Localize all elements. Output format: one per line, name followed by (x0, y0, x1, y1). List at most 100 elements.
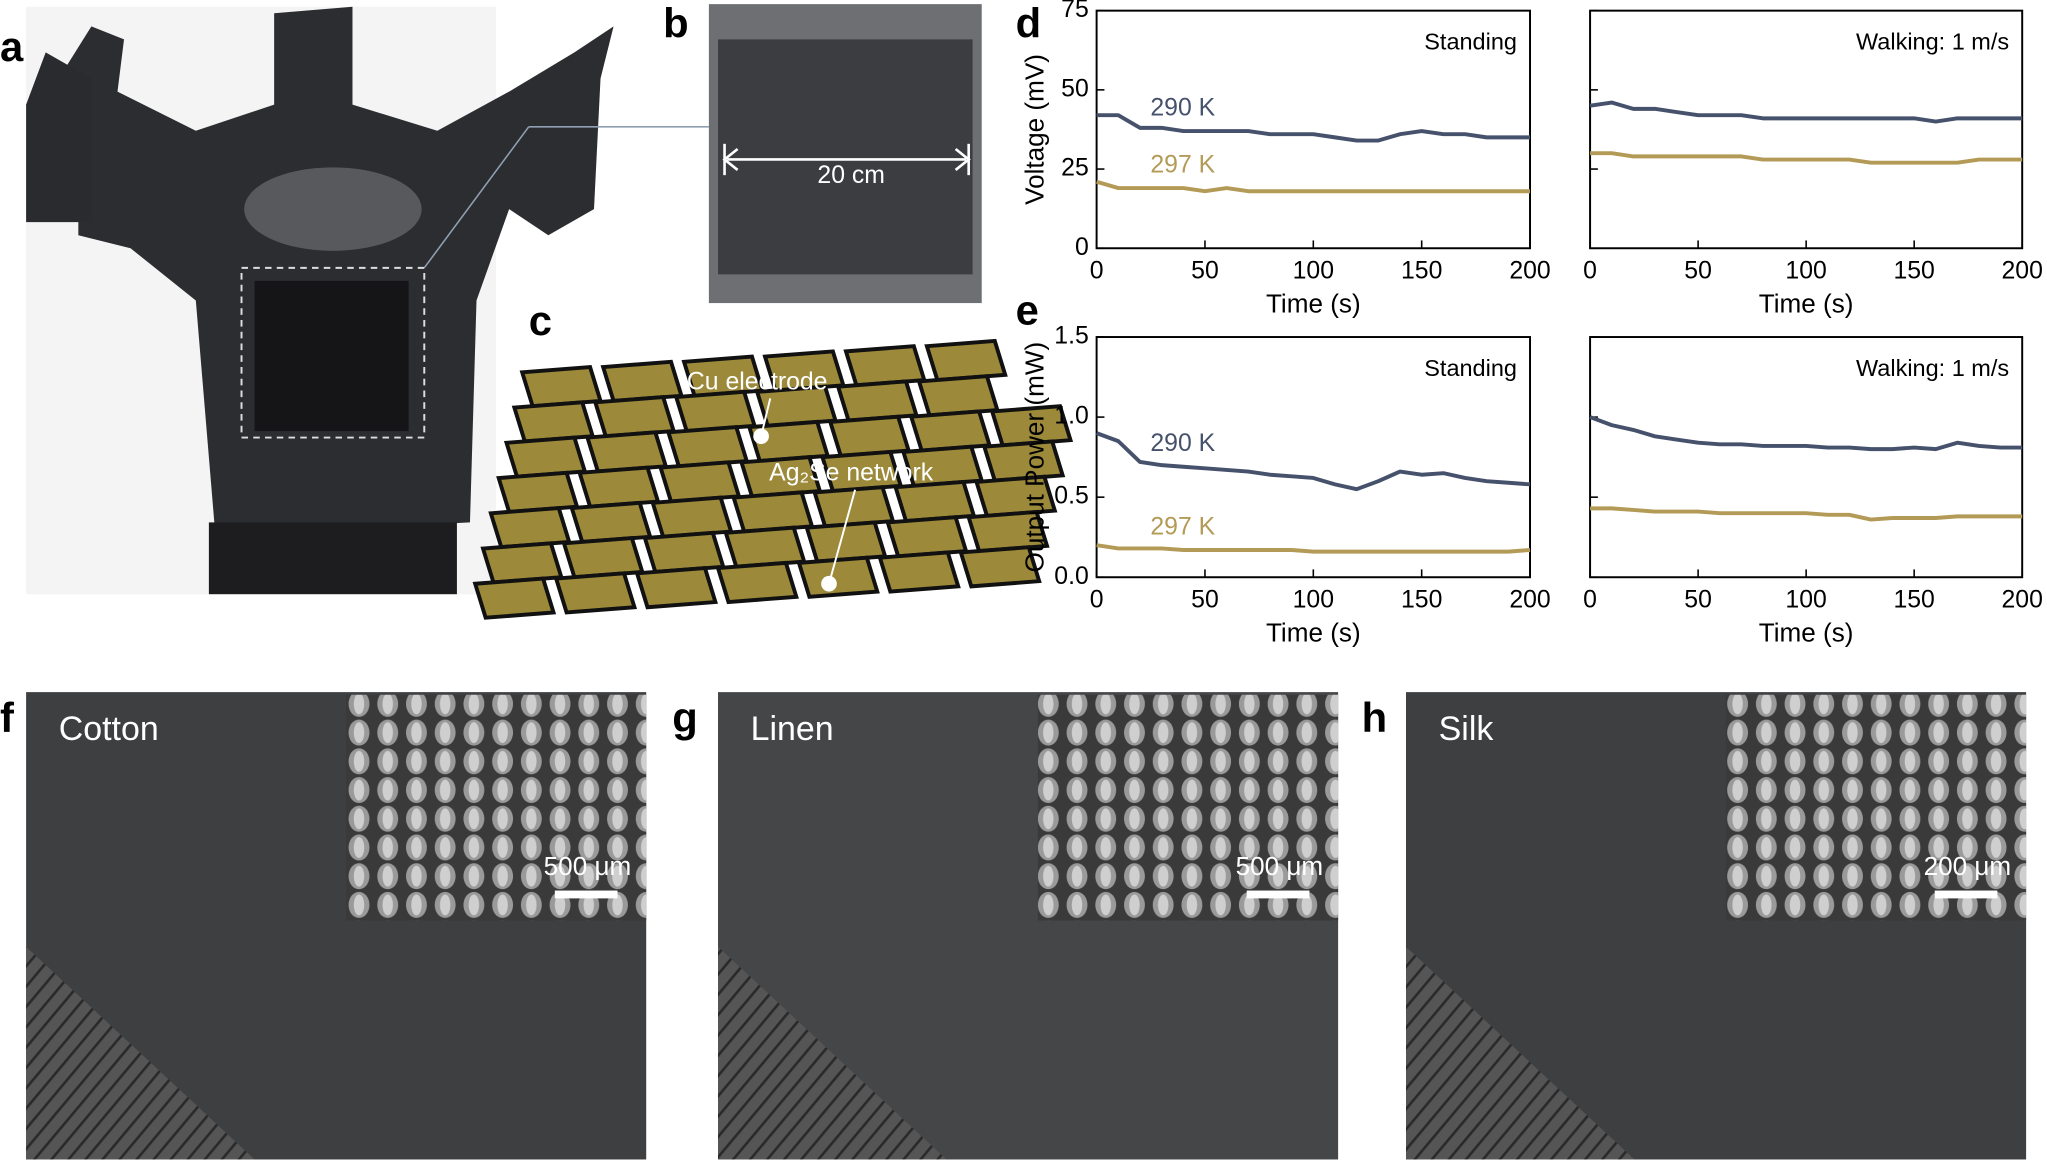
scale-bar-label: 500 μm (544, 851, 632, 881)
series-label: 290 K (1150, 430, 1215, 457)
panel-label: f (0, 694, 14, 741)
tile (723, 525, 807, 569)
panel-label: g (672, 694, 698, 741)
dimension-label: 20 cm (817, 162, 885, 189)
x-tick-label: 150 (1893, 586, 1934, 613)
tile (503, 435, 588, 479)
diagram-label: Ag₂Se network (769, 460, 934, 487)
series-line (1590, 506, 2023, 522)
tile (877, 550, 961, 594)
tile (843, 344, 927, 388)
x-axis-label: Time (s) (1266, 618, 1361, 648)
tile (981, 439, 1066, 483)
tile (665, 425, 750, 469)
diagram-label: Cu electrode (687, 368, 828, 395)
series-line (1096, 179, 1531, 194)
sem-inset (1037, 694, 1339, 921)
photo-a (26, 6, 709, 595)
y-tick-label: 50 (1061, 75, 1089, 102)
tile (488, 505, 572, 550)
x-axis-label: Time (s) (1266, 289, 1361, 319)
scale-bar (1934, 890, 1998, 899)
y-tick-label: 1.0 (1054, 403, 1088, 430)
tile (973, 474, 1058, 518)
x-tick-label: 50 (1191, 586, 1219, 613)
panel-label: d (1016, 0, 1042, 46)
tile (600, 359, 685, 404)
diagram-c: Cu electrode Ag₂Se network (472, 338, 1074, 620)
tile (519, 364, 604, 409)
tile (561, 535, 645, 580)
x-tick-label: 100 (1293, 586, 1334, 613)
series-line (1589, 415, 2023, 452)
scale-bar (1246, 890, 1310, 899)
panel-label: a (0, 23, 24, 70)
series-label: 297 K (1150, 151, 1215, 178)
x-tick-label: 50 (1684, 586, 1712, 613)
tile (835, 379, 920, 423)
ruler (26, 946, 255, 1160)
y-tick-label: 0.5 (1054, 483, 1088, 510)
tile (553, 571, 638, 615)
tile (577, 465, 661, 509)
scale-bar-label: 500 μm (1236, 851, 1324, 881)
tile (916, 374, 1000, 418)
y-tick-label: 0.0 (1054, 563, 1088, 590)
tile (511, 400, 596, 444)
scale-bar-label: 200 μm (1924, 851, 2012, 881)
fabric-name: Cotton (59, 710, 159, 748)
pointer-line (760, 398, 772, 437)
x-axis-label: Time (s) (1759, 289, 1854, 319)
tile (642, 530, 726, 575)
tile (584, 430, 669, 474)
tile (472, 576, 557, 620)
ruler (718, 946, 947, 1160)
annotation: Standing (1424, 355, 1517, 381)
tile (958, 545, 1042, 589)
y-tick-label: 1.5 (1054, 323, 1088, 350)
tile (657, 460, 742, 504)
pointer-dot (753, 428, 769, 445)
tile (966, 509, 1050, 554)
series-label: 290 K (1150, 94, 1215, 121)
y-tick-label: 0 (1075, 234, 1089, 261)
x-tick-label: 0 (1583, 586, 1597, 613)
x-axis-label: Time (s) (1759, 618, 1854, 648)
x-tick-label: 0 (1090, 586, 1104, 613)
tile (924, 338, 1008, 383)
tile (634, 566, 718, 610)
ruler (1406, 946, 1635, 1160)
sem-inset (1725, 694, 2027, 921)
annotation: Walking: 1 m/s (1856, 28, 2009, 54)
tile (885, 515, 969, 559)
y-axis-label: Output Power (mW) (1019, 342, 1049, 573)
tile (989, 404, 1074, 448)
y-tick-label: 75 (1061, 0, 1089, 23)
tile (908, 409, 993, 453)
fabric-name: Linen (751, 710, 834, 748)
x-tick-label: 150 (1401, 586, 1442, 613)
panel-label: e (1016, 287, 1039, 334)
annotation: Standing (1424, 28, 1517, 54)
tile (892, 479, 977, 524)
sem-inset (345, 694, 647, 921)
x-tick-label: 150 (1893, 257, 1934, 284)
x-tick-label: 200 (2002, 257, 2043, 284)
x-tick-label: 50 (1684, 257, 1712, 284)
series-line (1590, 151, 2023, 165)
series-label: 297 K (1150, 513, 1215, 540)
x-tick-label: 0 (1583, 257, 1597, 284)
tile (827, 414, 912, 458)
annotation: Walking: 1 m/s (1856, 355, 2009, 381)
x-tick-label: 200 (1509, 257, 1550, 284)
x-tick-label: 50 (1191, 257, 1219, 284)
series-line (1095, 431, 1531, 492)
panel-label: c (529, 297, 552, 344)
tile (673, 389, 758, 434)
photo-b: 20 cm (708, 4, 982, 304)
x-tick-label: 200 (1509, 586, 1550, 613)
tile (715, 560, 799, 605)
x-tick-label: 100 (1785, 257, 1826, 284)
tile (650, 495, 734, 539)
